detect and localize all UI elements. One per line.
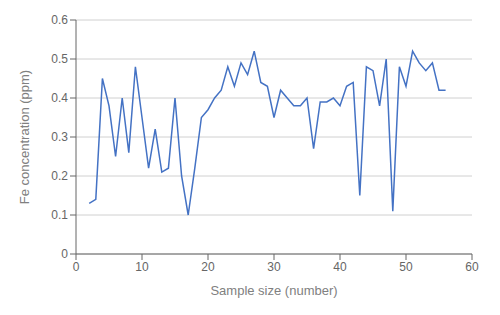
svg-text:Sample size (number): Sample size (number) [210, 283, 337, 298]
svg-text:0.6: 0.6 [51, 13, 68, 27]
svg-text:0.5: 0.5 [51, 52, 68, 66]
svg-text:10: 10 [135, 260, 149, 274]
svg-text:0: 0 [73, 260, 80, 274]
svg-text:0.1: 0.1 [51, 208, 68, 222]
svg-text:40: 40 [333, 260, 347, 274]
svg-text:0.2: 0.2 [51, 169, 68, 183]
svg-text:20: 20 [201, 260, 215, 274]
svg-text:30: 30 [267, 260, 281, 274]
svg-text:50: 50 [399, 260, 413, 274]
svg-text:0.3: 0.3 [51, 130, 68, 144]
svg-text:Fe concentration (ppm): Fe concentration (ppm) [17, 70, 32, 204]
svg-text:0.4: 0.4 [51, 91, 68, 105]
svg-text:60: 60 [465, 260, 479, 274]
svg-text:0: 0 [61, 247, 68, 261]
